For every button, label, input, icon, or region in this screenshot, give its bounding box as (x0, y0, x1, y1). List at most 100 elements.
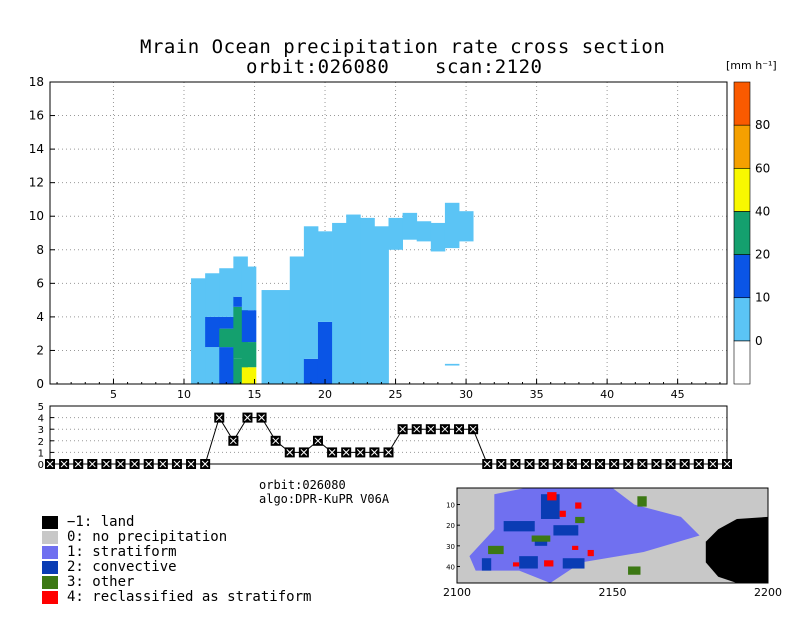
reclassified-patch (559, 510, 566, 517)
y-tick-label: 0 (36, 377, 44, 391)
x-tick-label: 5 (110, 388, 117, 400)
type-marker-cross (568, 460, 576, 468)
colorbar: 0 10 20 40 60 80 [mm h⁻¹] (726, 59, 777, 385)
reclassified-patch (544, 560, 554, 567)
x-tick-label: 35 (530, 388, 544, 400)
y-tick-label: 2 (38, 437, 44, 448)
x-tick-label: 45 (671, 388, 685, 400)
map-frame (456, 487, 769, 584)
x-tick-label: 25 (389, 388, 403, 400)
convective-patch (503, 521, 535, 532)
legend-swatch-land (42, 516, 58, 529)
chart-title: Mrain Ocean precipitation rate cross sec… (140, 36, 666, 58)
type-marker-cross (88, 460, 96, 468)
precip-cell (289, 256, 305, 384)
type-marker-cross (215, 414, 223, 421)
reclassified-patch (587, 549, 594, 557)
precip-cell (332, 222, 347, 384)
type-marker-cross (540, 460, 547, 468)
type-marker-cross (441, 425, 449, 433)
y-tick-label: 14 (29, 142, 44, 156)
other-patch (488, 545, 504, 555)
precip-cell (303, 358, 319, 384)
map-x-tick-label: 2200 (754, 586, 782, 599)
y-tick-label: 5 (38, 402, 44, 413)
convective-patch (519, 556, 538, 569)
precip-cell (219, 268, 234, 317)
precip-cell (303, 226, 319, 359)
type-marker-cross (244, 414, 251, 421)
type-marker-cross (667, 460, 674, 468)
type-marker-cross (46, 460, 54, 468)
precip-cell (346, 214, 361, 384)
precip-cell (416, 221, 432, 242)
map-y-tick-label: 10 (446, 502, 455, 510)
plot-frame (49, 405, 728, 465)
type-marker-cross (624, 460, 632, 468)
y-tick-label: 8 (36, 243, 44, 257)
y-tick-label: 4 (38, 414, 44, 425)
other-patch (637, 496, 647, 507)
precip-cell (205, 273, 220, 317)
type-marker-cross (427, 425, 435, 433)
type-marker-cross (385, 449, 392, 456)
convective-patch (481, 558, 492, 571)
x-tick-label: 10 (177, 388, 191, 400)
precip-cell (261, 290, 277, 384)
precip-cell (191, 278, 206, 384)
y-tick-label: 12 (29, 176, 44, 190)
precip-cell (205, 347, 220, 384)
precip-cell (430, 222, 446, 252)
y-tick-label: 4 (36, 310, 44, 324)
plot-frame (49, 81, 728, 385)
colorbar-label: 80 (755, 118, 770, 132)
precip-cell (360, 217, 375, 384)
orbit-info: orbit:026080 (259, 478, 346, 492)
x-tick-label: 20 (318, 388, 332, 400)
land-region (705, 516, 768, 583)
type-marker-cross (497, 460, 505, 468)
precip-cell (241, 266, 257, 311)
legend-swatch-no-precip (42, 531, 58, 544)
colorbar-label: 20 (755, 248, 770, 262)
y-tick-label: 0 (38, 460, 44, 471)
precip-cross-section-chart: 5 10 15 20 25 30 35 40 45 0 2 4 6 8 10 12 14 16 18 (29, 75, 728, 400)
precip-cell (388, 217, 404, 250)
type-marker-cross (399, 425, 406, 433)
map-y-tick-label: 40 (446, 563, 455, 571)
precip-cell (402, 212, 418, 240)
map-x-tick-label: 2100 (443, 586, 471, 599)
type-marker-cross (314, 437, 322, 445)
other-patch (628, 566, 641, 575)
legend-label-stratiform: 1: stratiform (67, 544, 177, 560)
precip-cell (205, 316, 220, 348)
map-x-tick-label: 2150 (599, 586, 627, 599)
precip-cell (241, 310, 257, 343)
reclassified-patch (512, 562, 520, 567)
type-marker-cross (483, 460, 491, 468)
chart-subtitle-scan: scan:2120 (435, 56, 543, 78)
reclassified-patch (572, 545, 579, 550)
type-marker-cross (582, 460, 590, 468)
type-marker-cross (681, 460, 689, 468)
chart-subtitle-orbit: orbit:026080 (246, 56, 390, 78)
colorbar-unit: [mm h⁻¹] (726, 59, 777, 72)
type-marker-cross (187, 460, 195, 468)
legend-label-reclassified: 4: reclassified as stratiform (67, 589, 312, 605)
legend-label-other: 3: other (67, 574, 135, 590)
legend-label-no-precip: 0: no precipitation (67, 529, 228, 545)
reclassified-patch (575, 502, 582, 509)
other-patch (531, 535, 551, 542)
type-marker-cross (159, 460, 167, 468)
type-marker-cross (413, 425, 421, 433)
type-marker-cross (117, 460, 124, 468)
y-tick-label: 1 (38, 448, 44, 459)
y-tick-label: 2 (36, 343, 44, 357)
type-marker-cross (455, 425, 463, 433)
y-tick-label: 10 (29, 209, 44, 223)
y-tick-label: 6 (36, 276, 44, 290)
precip-cell (241, 342, 257, 368)
type-marker-cross (328, 449, 336, 456)
